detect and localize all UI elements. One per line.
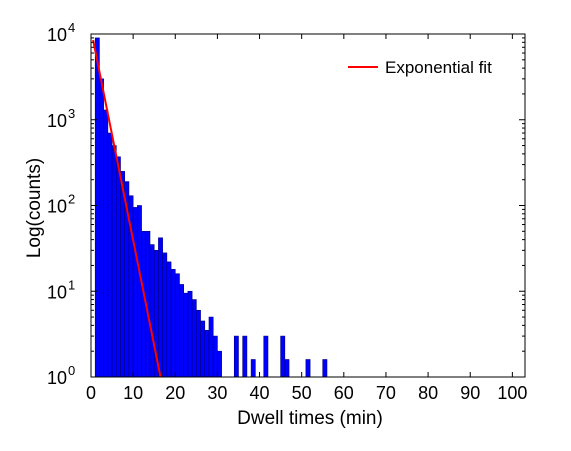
histogram-bar — [137, 205, 142, 378]
histogram-bar — [158, 237, 163, 378]
histogram-bar — [149, 244, 155, 378]
y-tick-label: 10 — [47, 197, 67, 217]
histogram-bar — [94, 37, 100, 378]
histogram-bar — [208, 316, 214, 378]
x-tick-label: 90 — [460, 383, 480, 403]
histogram-bar — [187, 290, 193, 378]
y-axis-title: Log(counts) — [24, 158, 45, 258]
histogram-bar — [170, 269, 176, 378]
histogram-bar — [162, 252, 168, 378]
histogram-bar — [217, 350, 222, 378]
y-tick-exponent: 3 — [68, 106, 75, 121]
legend-label: Exponential fit — [385, 58, 492, 77]
histogram-bar — [120, 171, 126, 378]
histogram-bar — [99, 78, 104, 378]
x-tick-label: 80 — [418, 383, 438, 403]
histogram-bars — [94, 37, 328, 378]
x-tick-label: 20 — [165, 383, 185, 403]
histogram-bar — [280, 335, 286, 378]
histogram-bar — [284, 359, 290, 378]
x-axis-title: Dwell times (min) — [237, 408, 383, 429]
y-tick-exponent: 0 — [68, 363, 75, 378]
y-tick-exponent: 4 — [68, 20, 75, 35]
x-tick-label: 50 — [292, 383, 312, 403]
fit-line-layer — [92, 39, 162, 378]
x-tick-label: 10 — [123, 383, 143, 403]
histogram-bar — [166, 261, 172, 378]
histogram-bar — [322, 359, 328, 378]
x-tick-label: 60 — [334, 383, 354, 403]
histogram-bar — [179, 284, 184, 378]
histogram-bar — [250, 359, 256, 378]
histogram-bar — [132, 207, 138, 378]
histogram-bar — [183, 292, 189, 378]
histogram-bar — [233, 335, 239, 378]
y-tick-label: 10 — [47, 282, 67, 302]
histogram-bar — [103, 109, 109, 378]
legend: Exponential fit — [348, 58, 492, 77]
exponential-fit-line — [92, 39, 162, 378]
x-tick-label: 30 — [207, 383, 227, 403]
histogram-bar — [263, 335, 269, 378]
x-tick-label: 40 — [250, 383, 270, 403]
histogram-bar — [204, 330, 210, 378]
x-axis-ticks: 0 10 20 30 40 50 60 70 80 90 100 — [86, 34, 527, 403]
x-tick-label: 0 — [86, 383, 96, 403]
histogram-bar — [174, 273, 180, 378]
histogram-bar — [196, 309, 201, 378]
x-tick-label: 100 — [497, 383, 527, 403]
histogram-bar — [115, 156, 121, 378]
histogram-bar — [242, 335, 248, 378]
y-tick-label: 10 — [47, 25, 67, 45]
histogram-bar — [107, 132, 113, 378]
y-tick-exponent: 2 — [68, 192, 75, 207]
histogram-bar — [111, 145, 117, 378]
x-tick-label: 70 — [376, 383, 396, 403]
histogram-bar — [305, 359, 311, 378]
y-tick-exponent: 1 — [68, 277, 75, 292]
histogram-bar — [212, 335, 218, 378]
histogram-bar — [200, 320, 206, 378]
y-tick-label: 10 — [47, 111, 67, 131]
y-tick-label: 10 — [47, 368, 67, 388]
histogram-bar — [191, 299, 197, 378]
